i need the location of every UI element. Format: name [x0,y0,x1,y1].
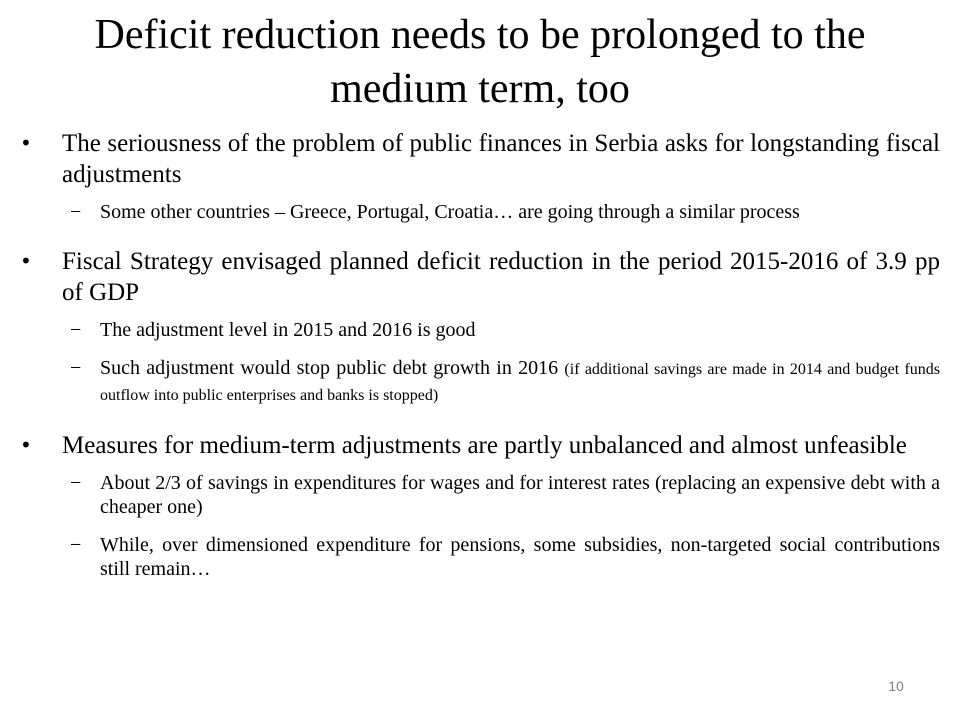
page-number: 10 [888,678,904,694]
sub-bullet-item: − Some other countries – Greece, Portuga… [20,200,940,224]
sub-bullet-marker: − [70,357,82,379]
sub-bullet-item: − About 2/3 of savings in expenditures f… [20,471,940,519]
sub-bullet-item: − The adjustment level in 2015 and 2016 … [20,318,940,342]
sub-bullet-item: − Such adjustment would stop public debt… [20,356,940,408]
sub-bullet-marker: − [70,534,82,556]
sub-bullet-marker: − [70,201,82,223]
bullet-marker: • [20,131,32,155]
sub-bullet-text: About 2/3 of savings in expenditures for… [100,472,940,518]
bullet-item: • Measures for medium-term adjustments a… [20,430,940,461]
bullet-text: Fiscal Strategy envisaged planned defici… [62,248,940,306]
sub-bullet-marker: − [70,472,82,494]
bullet-marker: • [20,249,32,273]
bullet-text: The seriousness of the problem of public… [62,130,940,188]
sub-bullet-text: The adjustment level in 2015 and 2016 is… [100,319,476,341]
bullet-text: Measures for medium-term adjustments are… [62,432,907,459]
sub-bullet-marker: − [70,319,82,341]
sub-bullet-text: Such adjustment would stop public debt g… [100,357,559,379]
sub-bullet-text: While, over dimensioned expenditure for … [100,534,940,580]
bullet-item: • Fiscal Strategy envisaged planned defi… [20,246,940,308]
slide-body: • The seriousness of the problem of publ… [20,128,940,603]
sub-bullet-item: − While, over dimensioned expenditure fo… [20,533,940,581]
bullet-marker: • [20,433,32,457]
slide-title: Deficit reduction needs to be prolonged … [94,12,866,112]
sub-bullet-text: Some other countries – Greece, Portugal,… [100,201,800,223]
sub-bullet-note: (if additional savings are made in 2014 … [100,361,940,404]
bullet-item: • The seriousness of the problem of publ… [20,128,940,190]
